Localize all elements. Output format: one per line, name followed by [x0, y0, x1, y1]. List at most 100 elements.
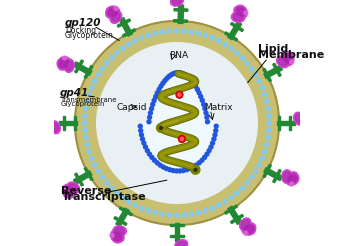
Circle shape [133, 203, 137, 207]
Circle shape [263, 149, 267, 154]
Circle shape [260, 156, 264, 161]
Circle shape [204, 111, 208, 115]
Circle shape [173, 71, 177, 75]
Ellipse shape [238, 7, 246, 16]
Ellipse shape [234, 6, 246, 17]
Polygon shape [228, 22, 242, 40]
Circle shape [202, 103, 206, 107]
Ellipse shape [50, 121, 61, 134]
Circle shape [90, 156, 94, 161]
Circle shape [169, 73, 173, 77]
Ellipse shape [300, 111, 310, 124]
Circle shape [175, 71, 179, 75]
Circle shape [185, 168, 189, 172]
Ellipse shape [59, 58, 68, 66]
Circle shape [63, 56, 67, 60]
Polygon shape [289, 116, 291, 130]
Circle shape [223, 200, 227, 204]
Circle shape [139, 133, 143, 137]
Circle shape [203, 33, 208, 37]
Circle shape [194, 163, 198, 167]
Circle shape [180, 137, 184, 141]
Circle shape [260, 85, 264, 90]
Circle shape [156, 123, 165, 132]
Circle shape [197, 161, 201, 165]
Ellipse shape [65, 61, 73, 71]
Circle shape [290, 182, 294, 186]
Polygon shape [75, 173, 84, 186]
Polygon shape [264, 168, 282, 181]
Circle shape [196, 211, 201, 215]
Circle shape [250, 67, 254, 71]
Text: Glycoprotein: Glycoprotein [60, 101, 105, 107]
Polygon shape [273, 169, 281, 183]
Ellipse shape [245, 225, 254, 233]
Circle shape [266, 135, 270, 140]
Polygon shape [174, 9, 188, 11]
Circle shape [210, 36, 215, 40]
Circle shape [160, 212, 165, 216]
Circle shape [145, 149, 149, 153]
Circle shape [207, 149, 211, 153]
Circle shape [148, 152, 152, 156]
Polygon shape [114, 216, 127, 225]
Circle shape [267, 121, 272, 125]
Polygon shape [170, 224, 184, 226]
Text: RNA: RNA [169, 51, 188, 60]
Circle shape [240, 56, 245, 60]
Polygon shape [230, 214, 244, 224]
Circle shape [133, 39, 137, 43]
Circle shape [160, 126, 162, 129]
Circle shape [105, 181, 109, 185]
Circle shape [90, 85, 94, 90]
Circle shape [105, 61, 109, 65]
Circle shape [196, 31, 201, 35]
Circle shape [194, 84, 198, 88]
Circle shape [197, 91, 201, 95]
Circle shape [206, 120, 210, 124]
Circle shape [159, 84, 163, 88]
Circle shape [147, 120, 151, 124]
Ellipse shape [45, 123, 53, 133]
Circle shape [161, 165, 165, 169]
Polygon shape [59, 121, 78, 125]
Polygon shape [174, 20, 188, 22]
Text: gp41: gp41 [60, 89, 90, 98]
Circle shape [160, 30, 165, 34]
Circle shape [155, 161, 159, 165]
Circle shape [121, 195, 125, 200]
Polygon shape [264, 65, 282, 78]
Ellipse shape [111, 231, 124, 242]
Circle shape [191, 165, 200, 174]
Polygon shape [63, 116, 65, 130]
Polygon shape [116, 208, 129, 227]
Ellipse shape [64, 59, 74, 72]
Polygon shape [119, 17, 132, 36]
Polygon shape [140, 73, 216, 171]
Circle shape [200, 158, 204, 162]
Ellipse shape [115, 227, 125, 235]
Circle shape [83, 114, 87, 118]
Circle shape [151, 103, 155, 107]
Circle shape [161, 81, 165, 85]
Circle shape [163, 79, 167, 83]
Circle shape [100, 175, 104, 179]
Circle shape [217, 39, 221, 43]
Ellipse shape [51, 123, 59, 132]
Ellipse shape [108, 8, 118, 15]
Circle shape [167, 75, 171, 78]
Circle shape [150, 155, 154, 159]
Polygon shape [84, 168, 93, 181]
Circle shape [202, 155, 206, 159]
Circle shape [235, 51, 239, 55]
Circle shape [114, 6, 118, 10]
Circle shape [217, 203, 221, 207]
Circle shape [63, 186, 67, 190]
Ellipse shape [106, 7, 119, 18]
Text: Reverse: Reverse [61, 186, 112, 196]
Circle shape [264, 99, 269, 104]
Ellipse shape [241, 220, 250, 229]
Ellipse shape [243, 223, 256, 234]
Ellipse shape [282, 52, 293, 65]
Circle shape [223, 42, 227, 46]
